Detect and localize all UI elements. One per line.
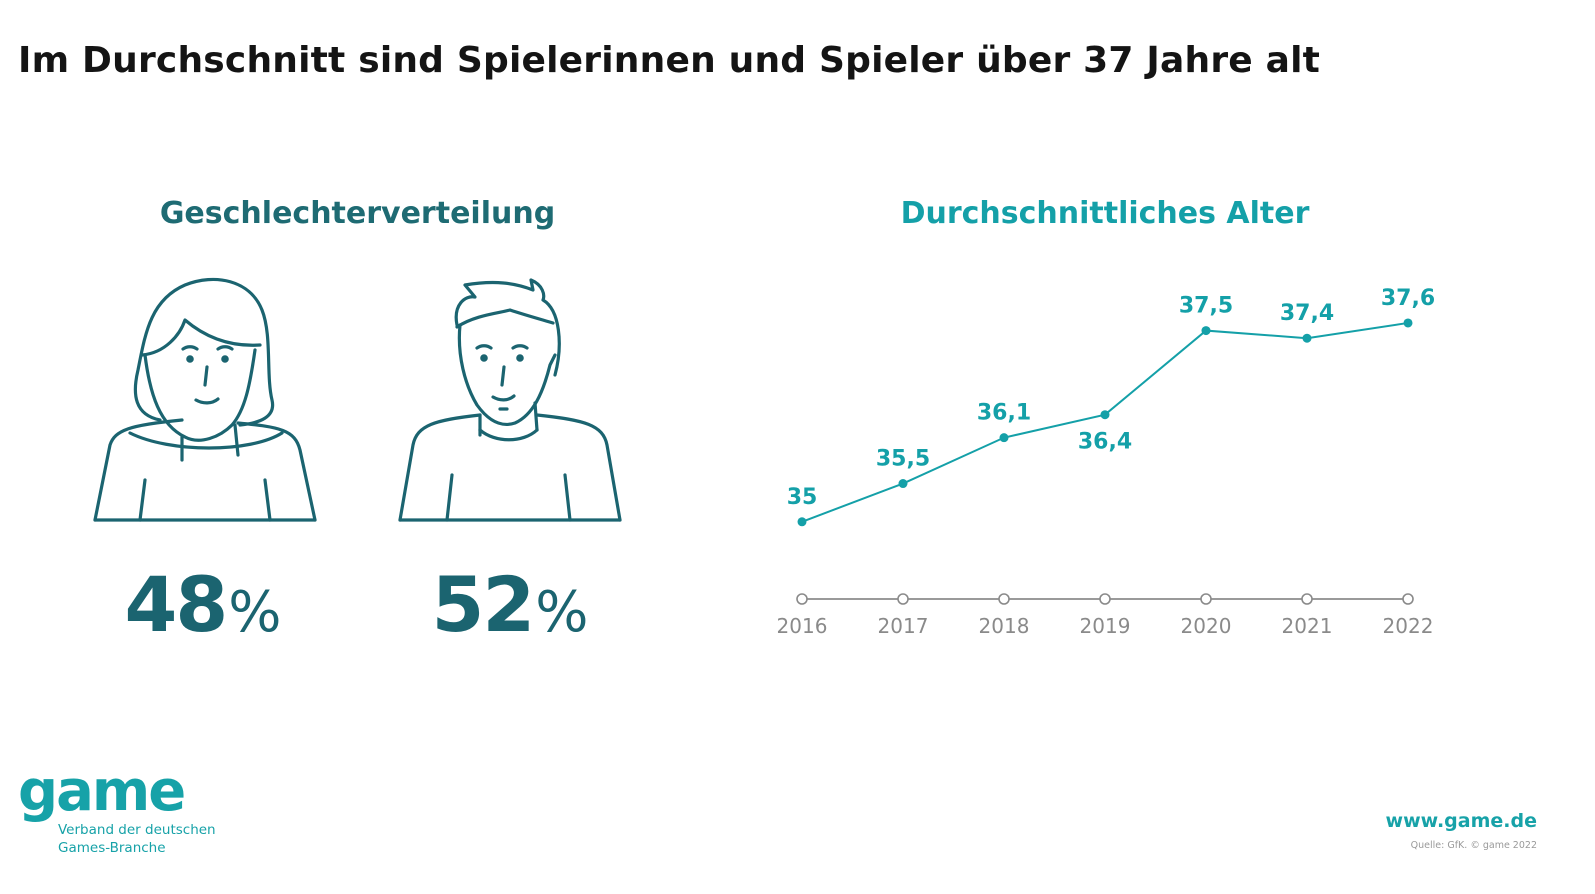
female-percentage: 48% (78, 560, 328, 649)
data-point (1201, 326, 1211, 336)
male-value: 52 (431, 560, 536, 649)
website-link[interactable]: www.game.de (1385, 810, 1537, 832)
x-axis-tick-marker (998, 593, 1010, 605)
x-axis-tick-marker (1402, 593, 1414, 605)
x-tick-label: 2018 (979, 614, 1030, 638)
x-tick-label: 2019 (1080, 614, 1131, 638)
x-axis-tick-marker (1301, 593, 1313, 605)
man-icon (398, 278, 622, 522)
data-label: 37,5 (1179, 294, 1233, 319)
data-point (797, 517, 807, 527)
logo-wordmark: game (18, 759, 186, 824)
female-value: 48 (124, 560, 229, 649)
male-unit: % (535, 580, 589, 645)
female-unit: % (228, 580, 282, 645)
woman-icon (93, 277, 317, 522)
data-label: 37,6 (1381, 286, 1435, 311)
data-label: 35,5 (876, 447, 930, 472)
x-axis-tick-marker (1200, 593, 1212, 605)
data-point (1302, 333, 1312, 343)
data-label: 36,4 (1078, 430, 1132, 455)
data-point (1100, 410, 1110, 420)
x-tick-label: 2016 (777, 614, 828, 638)
x-tick-label: 2020 (1181, 614, 1232, 638)
page-title: Im Durchschnitt sind Spielerinnen und Sp… (18, 40, 1321, 81)
source-note: Quelle: GfK. © game 2022 (1410, 840, 1537, 851)
data-point (1403, 318, 1413, 328)
data-label: 36,1 (977, 401, 1031, 426)
chart-title: Durchschnittliches Alter (900, 196, 1310, 231)
x-axis-tick-marker (897, 593, 909, 605)
x-axis-tick-marker (796, 593, 808, 605)
series-line (801, 321, 1409, 523)
data-point (898, 479, 908, 489)
data-label: 35 (787, 485, 818, 510)
gender-heading: Geschlechterverteilung (159, 196, 556, 231)
data-point (999, 433, 1009, 443)
data-label: 37,4 (1280, 301, 1334, 326)
age-line-chart: 2016 2017 2018 2019 2020 2021 2022 35 35,5 36,1 36… (777, 286, 1436, 638)
male-percentage: 52% (385, 560, 635, 649)
x-tick-label: 2017 (878, 614, 929, 638)
x-tick-label: 2022 (1383, 614, 1434, 638)
logo-tagline-1: Verband der deutschen (58, 822, 216, 838)
x-axis-tick-marker (1099, 593, 1111, 605)
logo-tagline-2: Games-Branche (58, 840, 166, 856)
game-logo: game (18, 759, 186, 824)
x-tick-label: 2021 (1282, 614, 1333, 638)
